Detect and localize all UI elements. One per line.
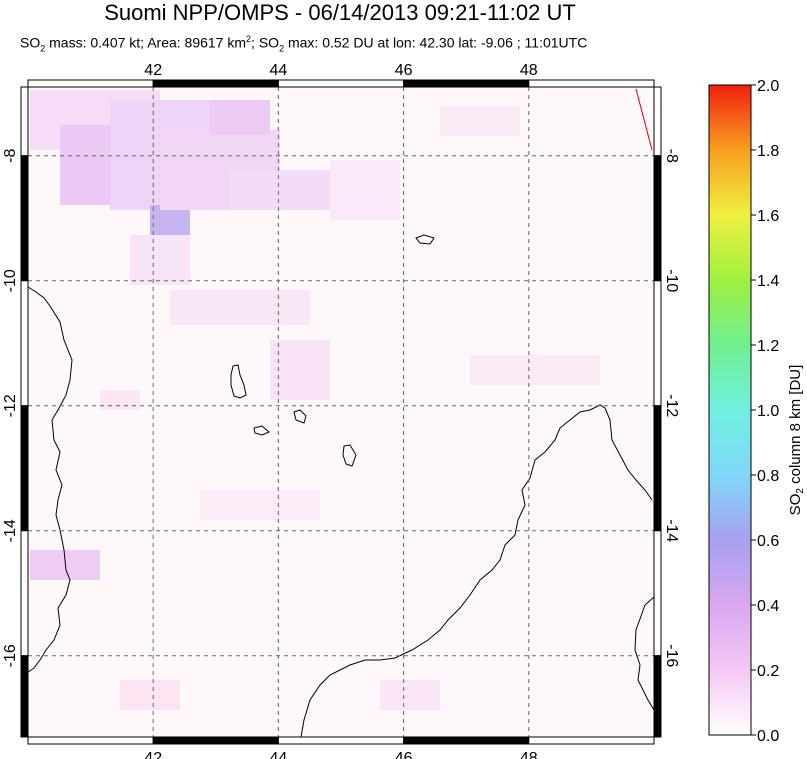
anjouan-island [293,409,307,424]
lon-labels-bottom: 42 44 46 48 [144,750,537,759]
so2-pixel-15 [200,490,320,520]
grande-comore-island [230,364,247,399]
lat-label-right--10: -10 [663,269,680,292]
map-title: Suomi NPP/OMPS - 06/14/2013 09:21-11:02 … [104,0,576,25]
lat-label-left--8: -8 [2,149,19,163]
lon-label-bottom-46: 46 [395,750,413,759]
map-subtitle: SO2 mass: 0.407 kt; Area: 89617 km2; SO2… [20,34,588,54]
lon-label-bottom-44: 44 [270,750,288,759]
lon-label-top-44: 44 [270,62,288,79]
lon-label-top-46: 46 [395,62,413,79]
colorbar-tick-1.2: 1.2 [757,338,779,355]
lat-labels-left: -8 -10 -12 -14 -16 [2,149,19,668]
lon-label-bottom-48: 48 [520,750,538,759]
colorbar-tick-1.8: 1.8 [757,143,779,160]
lon-label-bottom-42: 42 [144,750,162,759]
lat-label-right--8: -8 [663,149,680,163]
lat-label-right--14: -14 [663,519,680,542]
aldabra-island [415,234,435,245]
colorbar-ticks: 0.0 0.2 0.4 0.6 0.8 1.0 1.2 1.4 1.6 1.8 2.0 [751,78,779,745]
so2-pixel-17 [330,160,400,220]
lon-label-top-48: 48 [520,62,538,79]
so2-pixel-13 [120,680,180,710]
colorbar-tick-2.0: 2.0 [757,78,779,95]
colorbar-tick-0.8: 0.8 [757,468,779,485]
lat-label-right--12: -12 [663,394,680,417]
colorbar-tick-1.0: 1.0 [757,403,779,420]
moheli-island [253,425,270,436]
colorbar-tick-0.2: 0.2 [757,663,779,680]
lat-label-left--12: -12 [2,394,19,417]
map-frame [20,79,662,745]
so2-pixel-6 [230,170,330,210]
coastline-layer [27,234,655,738]
so2-pixel-8 [170,290,310,325]
mayotte-island [342,444,357,467]
red-line-feature [635,88,653,151]
so2-pixel-9 [270,340,330,400]
madagascar-coast [634,596,655,711]
so2-pixel-7 [130,235,190,285]
colorbar-tick-1.6: 1.6 [757,208,779,225]
colorbar-tick-0.4: 0.4 [757,598,779,615]
colorbar-label: SO2 column 8 km [DU] [787,365,806,516]
so2-pixel-10 [440,106,520,136]
lat-label-left--10: -10 [2,269,19,292]
so2-map: 42 44 46 48 42 44 46 48 -8 -10 -12 -14 -16 -8 -10 -1… [2,62,680,759]
lat-label-left--14: -14 [2,519,19,542]
lon-label-top-42: 42 [144,62,162,79]
graticule [28,87,654,737]
lat-label-right--16: -16 [663,644,680,667]
lon-labels-top: 42 44 46 48 [144,62,537,79]
lat-label-left--16: -16 [2,644,19,667]
colorbar-tick-0.6: 0.6 [757,533,779,550]
so2-pixel-5 [210,100,270,135]
so2-pixel-layer [28,87,654,737]
africa-coast [27,286,73,673]
colorbar-tick-0.0: 0.0 [757,728,779,745]
colorbar-tick-1.4: 1.4 [757,273,779,290]
madagascar-north-coast [300,404,653,738]
lat-labels-right: -8 -10 -12 -14 -16 [663,149,680,668]
so2-pixel-16 [100,390,140,410]
colorbar: 0.0 0.2 0.4 0.6 0.8 1.0 1.2 1.4 1.6 1.8 2.0 SO2 co… [708,78,806,745]
colorbar-gradient [708,84,752,736]
so2-pixel-14 [380,680,440,710]
so2-pixel-11 [470,355,600,385]
